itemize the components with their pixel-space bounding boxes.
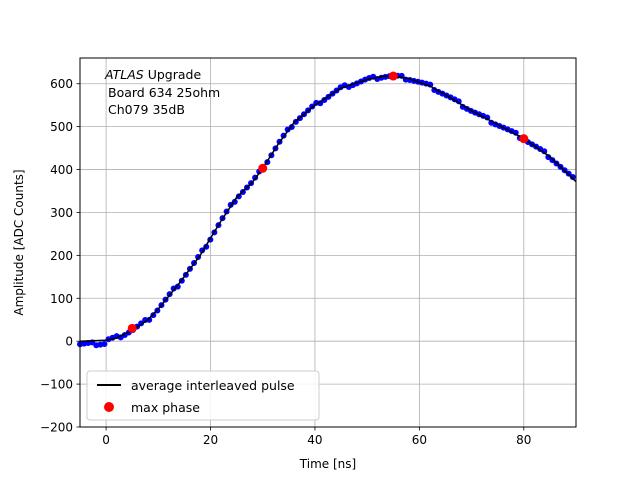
annotation-line-3: Ch079 35dB (108, 102, 185, 117)
y-axis-title: Amplitude [ADC Counts] (12, 169, 26, 315)
max-phase-point (258, 163, 268, 173)
legend-box (86, 370, 320, 421)
sample-point (541, 148, 548, 155)
sample-point (101, 340, 108, 347)
legend-label-average: average interleaved pulse (131, 378, 295, 393)
max-phase-point (388, 71, 398, 81)
sample-point (146, 316, 153, 323)
legend-marker-swatch (104, 402, 114, 412)
annotation-upgrade: Upgrade (144, 67, 202, 82)
average-pulse-line (79, 75, 577, 342)
legend: average interleaved pulse max phase (86, 370, 320, 421)
y-tick-label: −200 (40, 421, 73, 435)
sample-point (317, 100, 324, 107)
y-tick-label: 600 (50, 77, 73, 91)
max-phase-point (519, 134, 529, 144)
annotation-line-1: ATLAS Upgrade (104, 67, 201, 82)
y-tick-label: 0 (65, 335, 73, 349)
x-tick-label: 20 (203, 433, 218, 447)
annotation-atlas: ATLAS (104, 67, 144, 82)
legend-label-max-phase: max phase (131, 400, 200, 415)
y-tick-label: 300 (50, 206, 73, 220)
max-phase-point (127, 323, 137, 333)
x-axis-title: Time [ns] (299, 457, 356, 471)
plot-frame (79, 57, 577, 428)
y-tick-label: −100 (40, 378, 73, 392)
sample-point (569, 173, 576, 180)
x-tick-label: 40 (307, 433, 322, 447)
annotation-line-2: Board 634 25ohm (108, 85, 220, 100)
y-tick-label: 100 (50, 292, 73, 306)
axis-ticks: 0 20 40 60 80 −200 −100 0 100 200 300 400 500 600 (40, 77, 531, 447)
y-tick-label: 200 (50, 249, 73, 263)
y-tick-label: 400 (50, 163, 73, 177)
x-tick-label: 80 (516, 433, 531, 447)
y-tick-label: 500 (50, 120, 73, 134)
x-tick-label: 0 (102, 433, 110, 447)
x-tick-label: 60 (412, 433, 427, 447)
series-layer (77, 71, 577, 349)
